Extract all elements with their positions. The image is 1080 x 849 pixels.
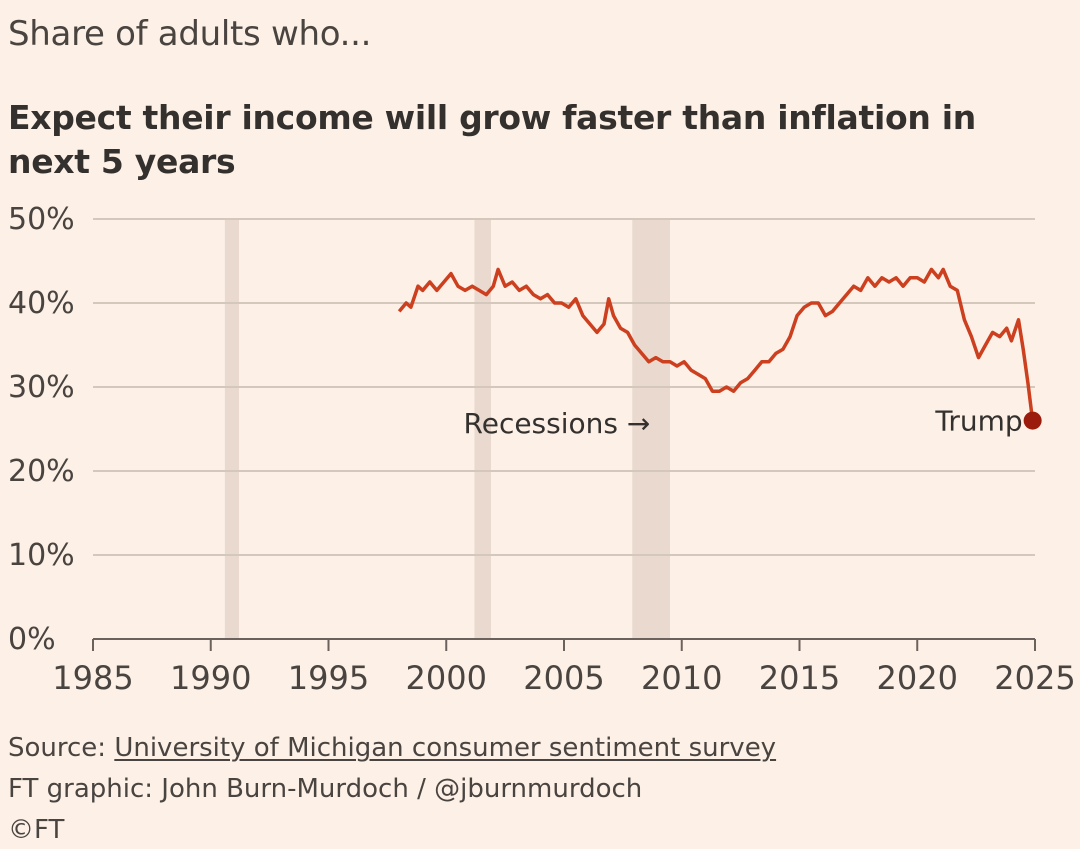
source-prefix: Source: — [8, 733, 115, 763]
y-tick-label: 50% — [8, 202, 75, 237]
recession-band — [224, 219, 240, 639]
graphic-credit: FT graphic: John Burn-Murdoch / @jburnmu… — [8, 774, 643, 804]
x-tick-label: 1990 — [170, 659, 251, 697]
x-tick-label: 1985 — [52, 659, 133, 697]
recession-band — [474, 219, 491, 639]
chart-title: Expect their income will grow faster tha… — [8, 98, 976, 181]
y-tick-label: 0% — [8, 622, 56, 657]
y-tick-label: 10% — [8, 538, 75, 573]
copyright: ©FT — [8, 815, 65, 845]
x-tick-label: 2025 — [994, 659, 1075, 697]
chart-kicker: Share of adults who... — [8, 14, 372, 54]
x-tick-label: 2015 — [759, 659, 840, 697]
recession-bands — [224, 219, 670, 639]
x-tick-label: 2010 — [641, 659, 722, 697]
x-tick-label: 1995 — [288, 659, 369, 697]
x-tick-label: 2000 — [406, 659, 487, 697]
x-tick-label: 2005 — [523, 659, 604, 697]
annotations: Recessions → Trump — [464, 405, 1023, 441]
series-line-layer — [397, 267, 1042, 430]
y-tick-label: 20% — [8, 454, 75, 489]
source-link[interactable]: University of Michigan consumer sentimen… — [114, 733, 777, 763]
x-tick-label: 2020 — [877, 659, 958, 697]
trump-label: Trump — [934, 405, 1022, 438]
x-axis: 1985 1990 1995 2000 2005 2010 2015 2020 2025 — [52, 638, 1076, 697]
y-tick-label: 40% — [8, 286, 75, 321]
endpoint-marker — [1023, 411, 1042, 430]
recession-band — [632, 219, 670, 639]
series-line — [397, 267, 1035, 421]
source-line: Source: University of Michigan consumer … — [8, 733, 776, 763]
y-axis-labels: 0% 10% 20% 30% 40% 50% — [8, 202, 75, 657]
recessions-label: Recessions → — [464, 407, 651, 440]
y-tick-label: 30% — [8, 370, 75, 405]
